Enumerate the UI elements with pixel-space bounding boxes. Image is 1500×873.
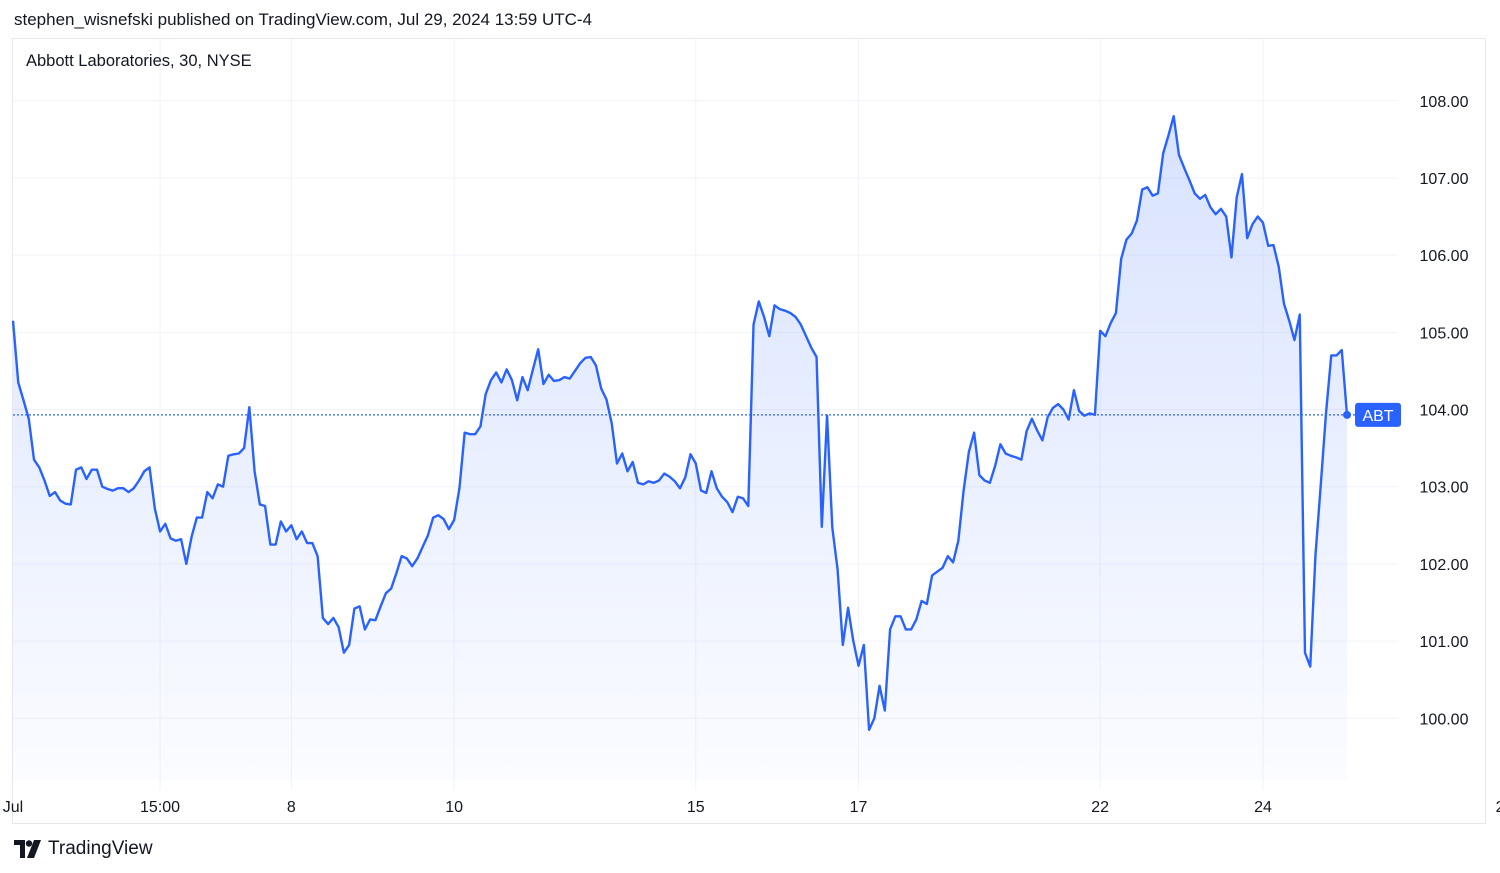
x-tick-label: 8 bbox=[287, 799, 296, 816]
symbol-badge[interactable]: ABT bbox=[1355, 402, 1401, 427]
y-tick-label: 107.00 bbox=[1420, 171, 1469, 188]
x-axis: Jul 15:00 8 10 15 17 22 24 29 bbox=[3, 799, 1500, 816]
y-tick-label: 102.00 bbox=[1420, 557, 1469, 574]
x-tick-label: 17 bbox=[850, 799, 868, 816]
y-tick-label: 100.00 bbox=[1420, 711, 1469, 728]
x-tick-label: 24 bbox=[1254, 799, 1272, 816]
price-area-fill bbox=[13, 116, 1347, 780]
y-axis: 100.00 101.00 102.00 103.00 104.00 105.00 106.… bbox=[1420, 94, 1469, 729]
x-tick-label: 15 bbox=[687, 799, 705, 816]
chart-frame[interactable] bbox=[12, 38, 1486, 824]
x-tick-label: 22 bbox=[1091, 799, 1109, 816]
publication-header: stephen_wisnefski published on TradingVi… bbox=[14, 10, 593, 29]
x-tick-label: 29 bbox=[1496, 799, 1500, 816]
tradingview-logo-icon[interactable] bbox=[14, 840, 42, 858]
footer: TradingView bbox=[14, 838, 153, 860]
symbol-badge-background bbox=[1355, 402, 1401, 427]
chart-title: Abbott Laboratories, 30, NYSE bbox=[26, 52, 252, 70]
symbol-badge-label: ABT bbox=[1362, 408, 1393, 425]
y-tick-label: 101.00 bbox=[1420, 634, 1469, 651]
x-tick-label: 15:00 bbox=[140, 799, 180, 816]
y-tick-label: 106.00 bbox=[1420, 248, 1469, 265]
y-tick-label: 103.00 bbox=[1420, 480, 1469, 497]
last-price-dot bbox=[1343, 410, 1351, 419]
footer-brand[interactable]: TradingView bbox=[48, 838, 153, 859]
y-tick-label: 105.00 bbox=[1420, 325, 1469, 342]
y-tick-label: 104.00 bbox=[1420, 403, 1469, 420]
y-tick-label: 108.00 bbox=[1420, 94, 1469, 111]
x-tick-label: 10 bbox=[445, 799, 463, 816]
x-tick-label: Jul bbox=[3, 799, 23, 816]
price-line[interactable] bbox=[11, 114, 1349, 732]
